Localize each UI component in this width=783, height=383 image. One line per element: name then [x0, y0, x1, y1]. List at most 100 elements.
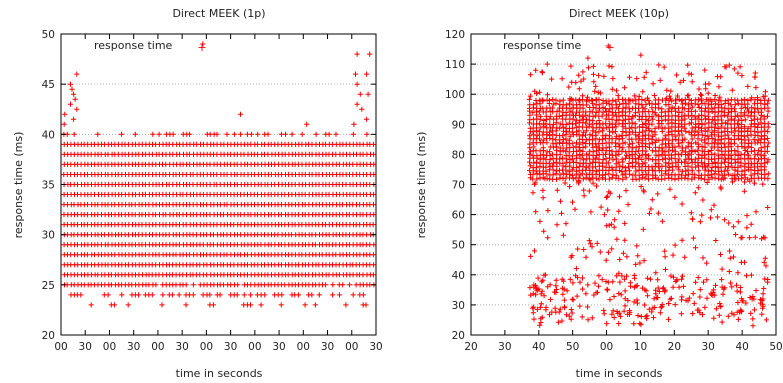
data-point: [62, 111, 68, 117]
data-point: [567, 184, 573, 190]
data-point: [592, 280, 598, 286]
data-point: [604, 286, 610, 292]
data-point: [733, 282, 740, 288]
data-point: [726, 62, 732, 68]
data-point: [535, 275, 541, 281]
data-point: [765, 157, 771, 163]
data-point: [577, 141, 583, 147]
data-point: [527, 163, 533, 169]
data-point: [537, 121, 543, 127]
data-point: [370, 272, 376, 278]
data-point: [686, 71, 692, 77]
data-point: [669, 104, 675, 110]
data-point: [730, 254, 737, 260]
data-point: [573, 121, 579, 127]
data-point: [530, 305, 536, 311]
data-point: [633, 144, 639, 150]
data-point: [660, 137, 666, 143]
data-point: [636, 93, 642, 99]
data-point: [710, 292, 716, 298]
data-point: [718, 113, 724, 119]
data-point: [765, 171, 771, 177]
data-point: [659, 141, 665, 147]
data-point: [659, 114, 665, 120]
data-point: [595, 89, 601, 95]
data-point: [71, 91, 77, 97]
data-point: [679, 137, 686, 143]
data-point: [702, 121, 708, 127]
data-point: [612, 129, 618, 135]
data-point: [610, 76, 616, 82]
data-point: [764, 113, 771, 119]
data-point: [610, 97, 616, 103]
data-point: [685, 298, 691, 304]
data-point: [692, 245, 699, 251]
data-point: [709, 160, 715, 167]
data-point: [575, 246, 581, 252]
data-point: [702, 144, 708, 150]
data-point: [649, 128, 655, 134]
data-point: [622, 85, 628, 91]
data-point: [560, 291, 566, 297]
data-point: [371, 191, 377, 198]
data-point: [586, 188, 592, 194]
data-point: [765, 105, 771, 111]
data-point: [528, 72, 534, 78]
data-point: [74, 71, 80, 77]
data-point: [722, 120, 728, 126]
data-point: [679, 276, 685, 282]
data-point: [590, 149, 596, 155]
data-point: [634, 297, 640, 303]
data-point: [533, 67, 539, 73]
data-point: [581, 76, 587, 82]
data-point: [700, 197, 706, 203]
x-tick-label: 30: [498, 341, 511, 353]
data-point: [61, 121, 67, 127]
data-point: [590, 180, 596, 186]
data-point: [632, 152, 638, 158]
data-point: [559, 276, 565, 282]
data-point: [762, 276, 768, 282]
x-tick-label: 00: [600, 341, 613, 353]
data-point: [645, 172, 651, 178]
data-point: [312, 302, 318, 308]
data-point: [633, 168, 639, 174]
data-point: [619, 96, 626, 102]
data-point: [684, 93, 691, 99]
data-point: [262, 292, 268, 298]
data-point: [732, 113, 738, 120]
x-tick-label: 40: [532, 341, 545, 353]
data-point: [363, 116, 370, 122]
data-point: [603, 278, 609, 285]
data-point: [643, 155, 649, 161]
data-point: [739, 234, 745, 241]
data-point: [631, 299, 637, 305]
data-point: [679, 97, 685, 103]
data-point: [755, 147, 761, 154]
data-point: [656, 62, 662, 68]
data-point: [718, 124, 724, 130]
data-point: [153, 282, 159, 288]
data-point: [646, 141, 652, 147]
data-point: [539, 70, 546, 76]
data-point: [764, 148, 770, 154]
data-point: [553, 97, 559, 103]
data-point: [662, 248, 668, 254]
data-point: [560, 232, 566, 238]
data-point: [652, 172, 658, 178]
data-point: [743, 300, 749, 306]
data-point: [748, 117, 754, 124]
data-point: [722, 98, 728, 104]
data-point: [679, 132, 685, 138]
data-point: [583, 137, 589, 143]
data-point: [566, 120, 572, 126]
data-point: [682, 121, 688, 127]
data-point: [119, 131, 125, 137]
data-point: [527, 133, 533, 139]
data-point: [626, 144, 632, 150]
data-point: [749, 95, 755, 101]
data-point: [718, 184, 724, 190]
data-point: [596, 129, 602, 135]
data-point: [540, 98, 546, 104]
data-point: [755, 151, 761, 157]
